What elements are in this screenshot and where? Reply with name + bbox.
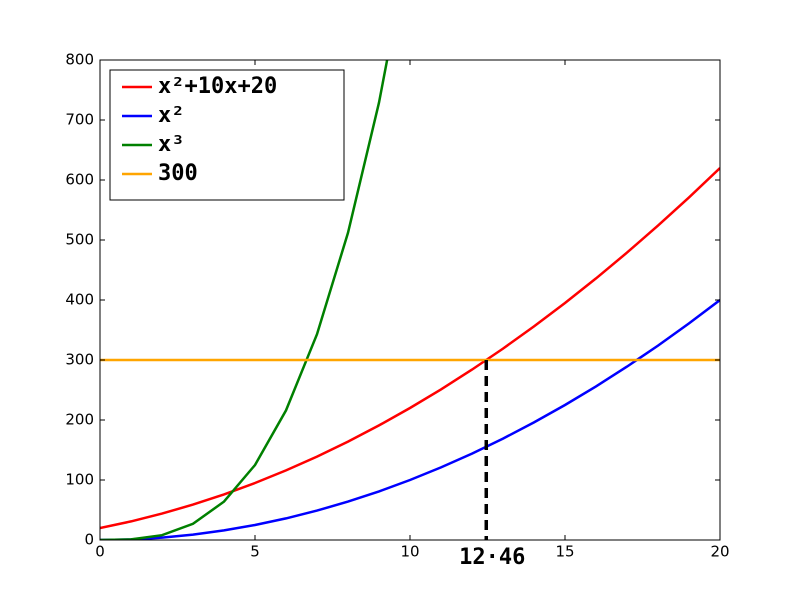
y-tick-label: 300 xyxy=(65,351,94,369)
x-tick-label: 15 xyxy=(555,543,574,561)
x-tick-label: 10 xyxy=(400,543,419,561)
plot-area xyxy=(100,60,720,540)
series-line xyxy=(100,299,720,540)
y-tick-label: 700 xyxy=(65,111,94,129)
y-tick-label: 800 xyxy=(65,51,94,69)
y-tick-label: 500 xyxy=(65,231,94,249)
x-tick-label: 0 xyxy=(95,543,105,561)
y-tick-label: 200 xyxy=(65,411,94,429)
y-tick-label: 100 xyxy=(65,471,94,489)
series-line xyxy=(100,167,720,530)
legend-label: 300 xyxy=(158,161,198,186)
legend-label: x³ xyxy=(158,132,185,157)
annotation-label: 12·46 xyxy=(459,545,525,570)
series-line xyxy=(100,60,389,540)
legend-label: x²+10x+20 xyxy=(158,74,277,99)
y-tick-label: 0 xyxy=(84,531,94,549)
x-tick-label: 5 xyxy=(250,543,260,561)
legend-box xyxy=(109,69,345,201)
y-tick-label: 400 xyxy=(65,291,94,309)
y-tick-label: 600 xyxy=(65,171,94,189)
x-tick-label: 20 xyxy=(710,543,729,561)
legend-label: x² xyxy=(158,103,185,128)
